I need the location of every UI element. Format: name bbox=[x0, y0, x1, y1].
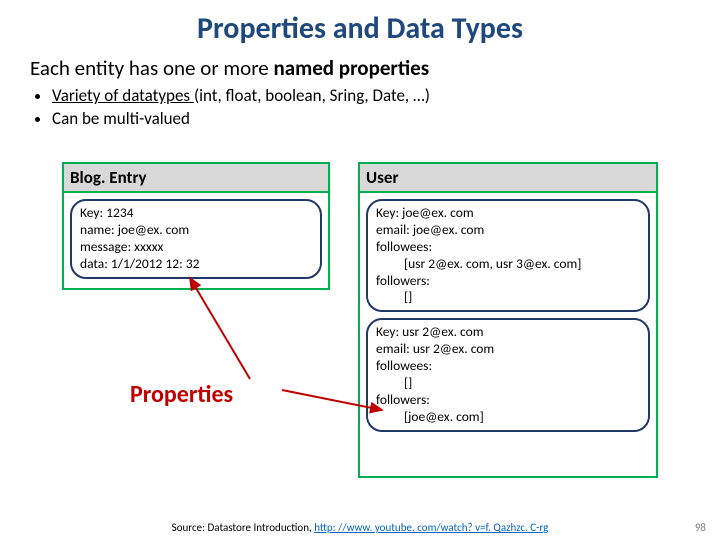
entity-user: User Key: joe@ex. comemail: joe@ex. comf… bbox=[358, 162, 658, 478]
bullet-item: Variety of datatypes (int, float, boolea… bbox=[52, 85, 720, 106]
record: Key: usr 2@ex. comemail: usr 2@ex. comfo… bbox=[366, 318, 650, 431]
bullet-rest: Can be multi-valued bbox=[52, 108, 190, 129]
page-number: 98 bbox=[695, 521, 706, 534]
record-line: Key: joe@ex. com bbox=[376, 205, 640, 222]
entity-header: User bbox=[360, 164, 656, 193]
entity-body: Key: joe@ex. comemail: joe@ex. comfollow… bbox=[360, 193, 656, 444]
record-line: data: 1/1/2012 12: 32 bbox=[80, 256, 312, 273]
subtitle-bold: named properties bbox=[274, 55, 430, 81]
record-line: message: xxxxx bbox=[80, 239, 312, 256]
record: Key: 1234name: joe@ex. commessage: xxxxx… bbox=[70, 199, 322, 279]
record-line: followees: bbox=[376, 239, 640, 256]
properties-label: Properties bbox=[130, 380, 233, 409]
entity-body: Key: 1234name: joe@ex. commessage: xxxxx… bbox=[64, 193, 328, 291]
record-line: [usr 2@ex. com, usr 3@ex. com] bbox=[376, 256, 640, 273]
bullet-list: Variety of datatypes (int, float, boolea… bbox=[0, 85, 720, 129]
footer-source: Source: Datastore Introduction, http: //… bbox=[0, 521, 720, 534]
record-line: followers: bbox=[376, 392, 640, 409]
record-line: [] bbox=[376, 375, 640, 392]
bullet-item: Can be multi-valued bbox=[52, 108, 720, 129]
record-line: email: usr 2@ex. com bbox=[376, 341, 640, 358]
page-title: Properties and Data Types bbox=[0, 0, 720, 47]
record-line: email: joe@ex. com bbox=[376, 222, 640, 239]
bullet-underlined: Variety of datatypes bbox=[52, 85, 194, 106]
subtitle: Each entity has one or more named proper… bbox=[0, 47, 720, 85]
footer-prefix: Source: Datastore Introduction, bbox=[172, 521, 315, 534]
record-line: Key: usr 2@ex. com bbox=[376, 324, 640, 341]
bullet-rest: (int, float, boolean, Sring, Date, …) bbox=[194, 85, 430, 106]
record-line: Key: 1234 bbox=[80, 205, 312, 222]
entity-blog-entry: Blog. Entry Key: 1234name: joe@ex. comme… bbox=[62, 162, 330, 290]
record-line: [] bbox=[376, 289, 640, 306]
record-line: followees: bbox=[376, 358, 640, 375]
diagram-area: Blog. Entry Key: 1234name: joe@ex. comme… bbox=[62, 162, 662, 492]
entity-header: Blog. Entry bbox=[64, 164, 328, 193]
record-line: [joe@ex. com] bbox=[376, 409, 640, 426]
record-line: followers: bbox=[376, 273, 640, 290]
subtitle-prefix: Each entity has one or more bbox=[30, 55, 274, 81]
footer-link[interactable]: http: //www. youtube. com/watch? v=f. Qa… bbox=[314, 521, 548, 534]
record-line: name: joe@ex. com bbox=[80, 222, 312, 239]
record: Key: joe@ex. comemail: joe@ex. comfollow… bbox=[366, 199, 650, 312]
